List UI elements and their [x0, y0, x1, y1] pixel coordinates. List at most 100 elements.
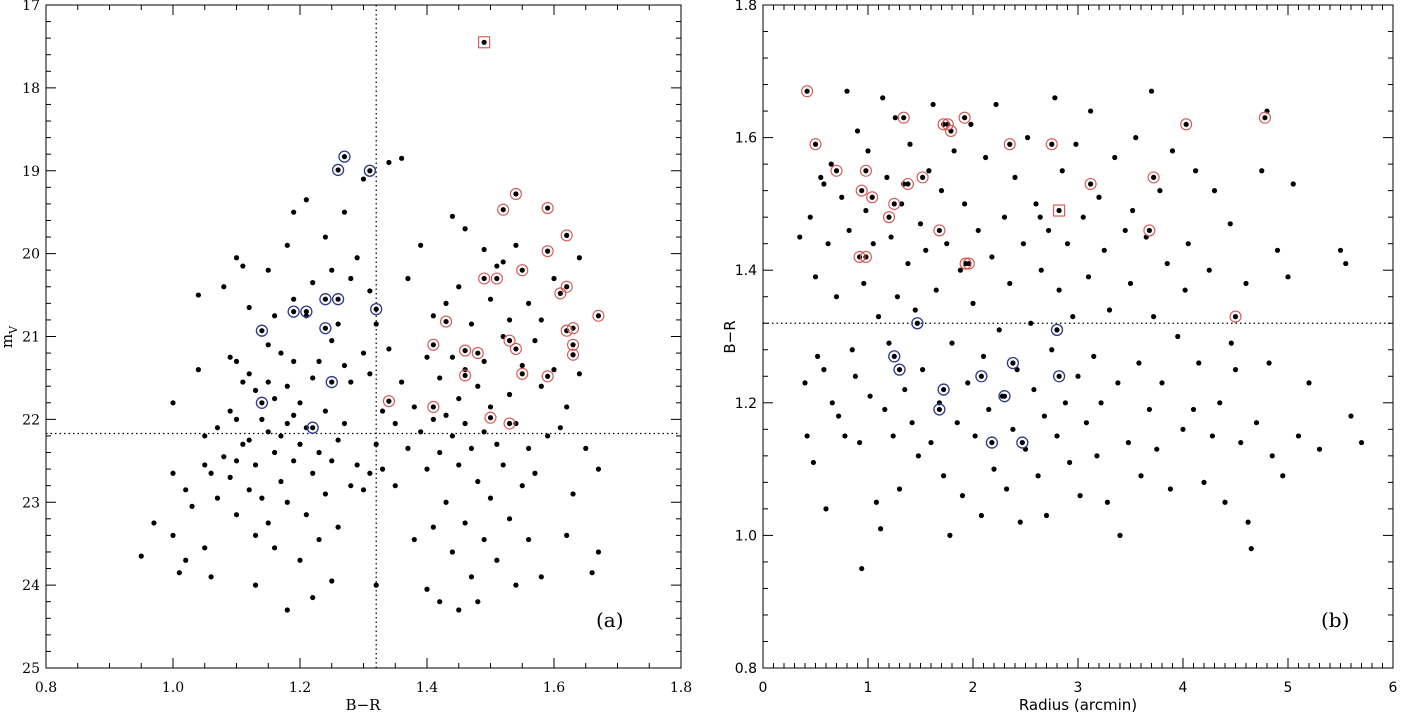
data-point: [399, 155, 405, 161]
data-point: [322, 296, 328, 302]
data-point: [449, 433, 455, 439]
data-point: [291, 412, 297, 418]
data-point: [424, 354, 430, 360]
data-point: [456, 396, 462, 402]
red-ring-marker: [478, 272, 491, 285]
data-point: [475, 350, 481, 356]
data-point: [849, 347, 855, 353]
blue-ring-marker: [319, 293, 332, 306]
y-tick-label: 21: [22, 330, 40, 346]
x-tick-label: 5: [1284, 680, 1293, 696]
data-point: [297, 557, 303, 563]
blue-ring-marker: [306, 421, 319, 434]
data-point: [354, 255, 360, 261]
data-point: [1316, 446, 1323, 452]
red-ring-marker: [962, 257, 975, 270]
red-ring-marker: [1180, 118, 1193, 131]
red-ring-marker: [866, 191, 879, 204]
data-point: [869, 194, 875, 200]
data-point: [310, 375, 316, 381]
data-point: [842, 433, 848, 439]
data-point: [1343, 260, 1349, 267]
data-point: [202, 545, 208, 551]
data-point: [1054, 327, 1060, 333]
data-point: [513, 346, 519, 352]
data-point: [901, 115, 907, 121]
data-point: [1037, 214, 1043, 220]
data-point: [1175, 333, 1181, 340]
data-point: [804, 88, 810, 94]
data-point: [513, 420, 519, 427]
red-ring-marker: [560, 324, 573, 337]
red-ring-marker: [944, 124, 958, 138]
data-point: [449, 549, 455, 555]
data-point: [878, 526, 884, 532]
data-point: [1269, 453, 1275, 459]
data-point: [214, 425, 221, 431]
y-tick-label: 19: [22, 164, 40, 180]
data-point: [975, 227, 981, 234]
panel-b-ticks: 0 1 2 3 4 5 6 0.8 1.0 1.2 1.4 1.6 1.8: [735, 0, 1398, 696]
data-point: [487, 415, 494, 421]
data-point: [905, 260, 911, 267]
data-point: [1138, 473, 1144, 479]
data-point: [564, 532, 570, 539]
data-point: [1337, 247, 1344, 253]
data-point: [1010, 426, 1016, 432]
data-point: [284, 242, 290, 248]
data-point: [915, 453, 922, 459]
data-point: [1146, 406, 1152, 413]
data-point: [481, 429, 487, 435]
data-point: [917, 221, 924, 227]
data-point: [991, 466, 997, 472]
data-point: [1232, 367, 1239, 373]
data-point: [487, 296, 494, 302]
red-ring-marker: [509, 187, 522, 201]
data-point: [1169, 148, 1176, 154]
data-point: [936, 227, 943, 234]
data-point: [576, 255, 583, 261]
data-point: [564, 284, 570, 290]
data-point: [1196, 360, 1202, 366]
red-ring-marker: [503, 334, 516, 347]
blue-ring-marker: [331, 293, 345, 306]
x-tick-label: 3: [1074, 680, 1083, 696]
data-point: [506, 338, 513, 344]
data-point: [1020, 241, 1026, 247]
data-point: [392, 483, 398, 489]
data-point: [1358, 439, 1365, 446]
data-point: [526, 445, 532, 451]
data-point: [1232, 314, 1239, 320]
data-point: [1001, 393, 1008, 399]
data-point: [1222, 499, 1228, 505]
data-point: [1106, 307, 1113, 313]
data-point: [797, 234, 803, 240]
data-point: [863, 254, 869, 260]
data-point: [233, 458, 240, 464]
data-point: [1201, 479, 1207, 485]
data-point: [833, 168, 840, 174]
data-point: [1185, 241, 1191, 247]
red-ring-marker: [439, 315, 453, 328]
data-point: [1070, 314, 1076, 320]
data-point: [905, 181, 911, 187]
data-point: [1001, 214, 1008, 220]
data-point: [914, 320, 920, 326]
panel-a-reference-lines: [46, 5, 681, 668]
data-point: [360, 176, 367, 182]
data-point: [519, 362, 525, 369]
data-point: [1031, 386, 1037, 393]
data-point: [443, 300, 449, 306]
panel-a-label: (a): [596, 608, 624, 632]
data-point: [1206, 267, 1212, 273]
data-point: [962, 115, 968, 121]
data-point: [1117, 532, 1123, 539]
red-ring-marker: [959, 257, 972, 270]
data-point: [430, 313, 436, 319]
data-point: [494, 557, 500, 563]
data-point: [1280, 473, 1286, 479]
data-point: [291, 458, 297, 464]
red-ring-marker: [497, 203, 510, 216]
data-point: [1306, 380, 1312, 386]
data-point: [354, 462, 360, 468]
